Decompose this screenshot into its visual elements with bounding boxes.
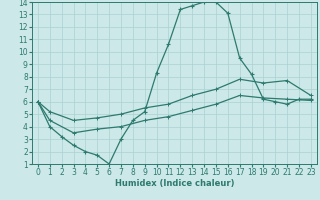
X-axis label: Humidex (Indice chaleur): Humidex (Indice chaleur)	[115, 179, 234, 188]
